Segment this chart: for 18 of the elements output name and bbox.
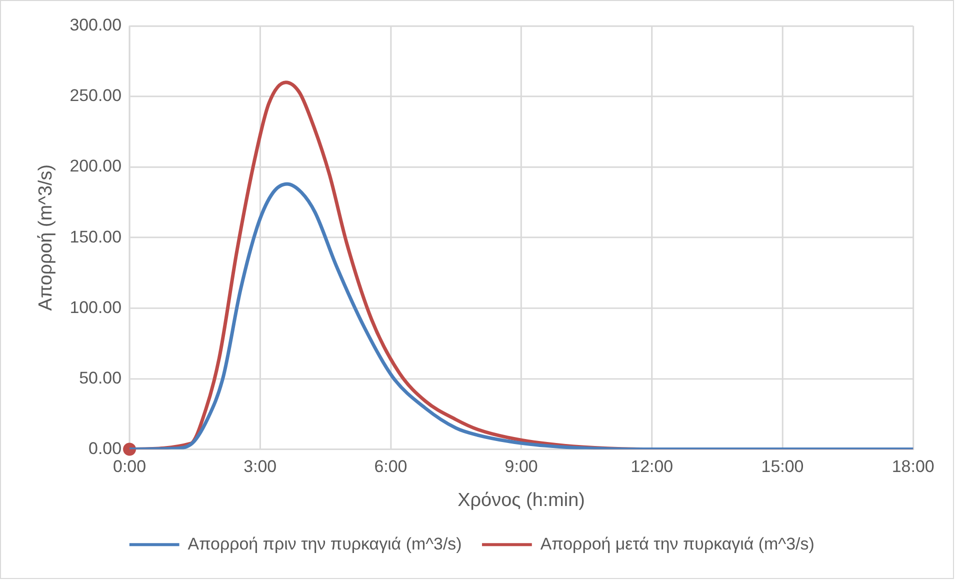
legend-label: Απορροή πριν την πυρκαγιά (m^3/s): [188, 534, 462, 554]
x-tick-label: 3:00: [244, 457, 277, 476]
x-tick-label: 6:00: [374, 457, 408, 476]
y-tick-label: 0.00: [88, 438, 122, 458]
legend-label: Απορροή μετά την πυρκαγιά (m^3/s): [540, 534, 814, 554]
y-tick-label: 300.00: [70, 16, 122, 35]
y-tick-label: 100.00: [70, 298, 122, 317]
x-tick-label: 18:00: [892, 457, 934, 476]
x-axis-title: Χρόνος (h:min): [458, 490, 585, 512]
x-tick-label: 15:00: [761, 457, 804, 476]
y-tick-label: 250.00: [70, 86, 122, 106]
y-tick-label: 150.00: [70, 227, 122, 246]
x-tick-label: 9:00: [504, 457, 538, 476]
y-tick-label: 200.00: [70, 156, 122, 176]
x-tick-label: 0:00: [113, 457, 146, 476]
y-axis-title: Απορροή (m^3/s): [36, 164, 57, 311]
y-tick-label: 50.00: [79, 368, 122, 388]
x-tick-label: 12:00: [630, 457, 674, 476]
